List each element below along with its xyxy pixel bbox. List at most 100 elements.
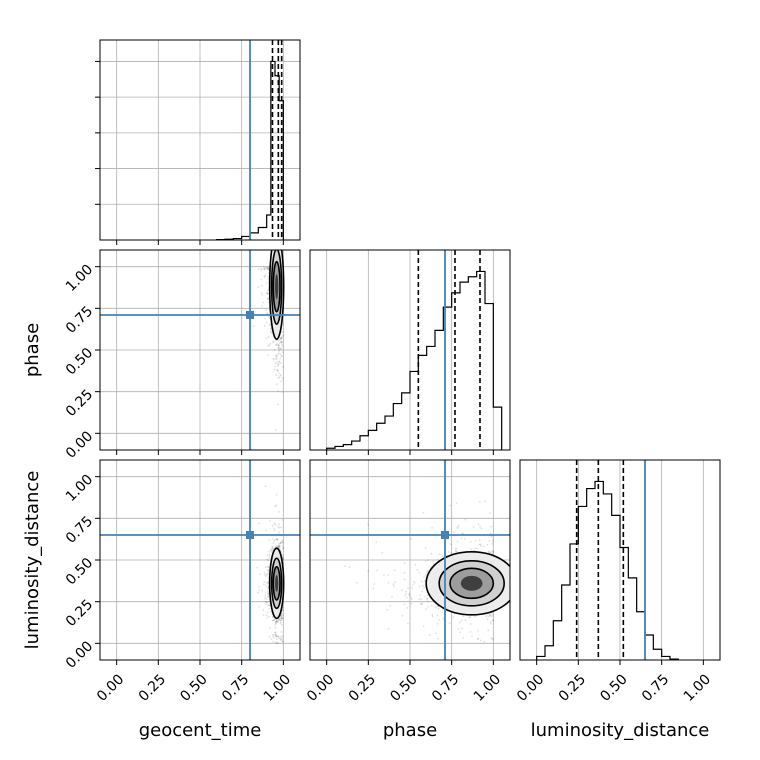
sample-point <box>278 523 280 526</box>
sample-point <box>421 602 424 605</box>
x-tick-label: 0.00 <box>514 671 547 704</box>
sample-point <box>263 583 265 586</box>
sample-point <box>275 545 278 548</box>
sample-point <box>278 372 280 375</box>
sample-point <box>268 554 271 557</box>
sample-point <box>264 601 267 603</box>
sample-point <box>448 622 451 625</box>
sample-point <box>460 619 463 622</box>
sample-point <box>269 328 272 330</box>
sample-point <box>264 596 267 598</box>
x-tick-label: 1.00 <box>261 671 294 704</box>
sample-point <box>491 613 494 616</box>
sample-point <box>281 335 284 338</box>
sample-point <box>267 570 270 573</box>
sample-point <box>280 631 283 633</box>
sample-point <box>257 589 260 591</box>
sample-point <box>422 511 425 514</box>
sample-point <box>278 361 280 364</box>
sample-point <box>282 606 285 609</box>
sample-point <box>273 618 276 621</box>
sample-point <box>277 403 279 406</box>
sample-point <box>302 587 304 589</box>
sample-point <box>279 338 282 341</box>
sample-point <box>264 575 267 578</box>
sample-point <box>265 581 268 584</box>
sample-point <box>408 593 411 595</box>
sample-point <box>403 578 406 581</box>
sample-point <box>278 376 281 379</box>
sample-point <box>267 592 270 595</box>
sample-point <box>376 569 378 572</box>
sample-point <box>262 266 265 269</box>
sample-point <box>426 559 429 561</box>
sample-point <box>489 512 491 515</box>
sample-point <box>372 587 375 590</box>
sample-point <box>265 574 268 577</box>
sample-point <box>389 604 392 607</box>
sample-point <box>279 637 282 640</box>
sample-point <box>267 277 270 280</box>
sample-point <box>271 619 274 622</box>
sample-point <box>262 609 265 612</box>
sample-point <box>491 542 493 545</box>
sample-point <box>264 274 267 276</box>
sample-point <box>421 603 423 605</box>
histogram-panel <box>536 460 679 660</box>
sample-point <box>356 581 359 584</box>
sample-point <box>487 615 490 618</box>
sample-point <box>281 544 284 547</box>
sample-point <box>403 562 406 565</box>
sample-point <box>282 557 285 560</box>
sample-point <box>422 584 424 587</box>
sample-point <box>274 633 277 636</box>
sample-point <box>266 298 269 301</box>
x-tick-label: 0.00 <box>94 671 127 704</box>
sample-point <box>275 635 278 638</box>
sample-point <box>267 344 270 347</box>
sample-point <box>277 344 280 347</box>
sample-point <box>492 539 494 541</box>
sample-point <box>282 351 285 354</box>
sample-point <box>266 312 269 315</box>
sample-point <box>476 547 478 550</box>
sample-point <box>258 605 261 608</box>
sample-point <box>383 574 385 576</box>
sample-point <box>391 595 393 598</box>
y-tick-label: 0.75 <box>63 513 96 546</box>
sample-point <box>278 348 281 350</box>
sample-point <box>267 268 270 271</box>
sample-point <box>450 552 453 554</box>
sample-point <box>267 267 270 270</box>
sample-point <box>489 614 492 616</box>
density-contour <box>460 575 483 591</box>
sample-point <box>427 605 430 608</box>
sample-point <box>408 594 411 597</box>
sample-point <box>264 603 267 606</box>
sample-point <box>478 543 481 546</box>
y-tick-label: 0.00 <box>63 428 96 461</box>
sample-point <box>275 635 278 638</box>
sample-point <box>480 544 483 547</box>
sample-point <box>487 629 490 632</box>
sample-point <box>267 268 269 270</box>
sample-point <box>271 546 274 549</box>
sample-point <box>266 292 269 295</box>
sample-point <box>267 559 270 562</box>
sample-point <box>260 268 263 271</box>
sample-point <box>387 582 390 584</box>
sample-point <box>275 355 277 358</box>
sample-point <box>282 323 284 326</box>
sample-point <box>275 493 278 496</box>
sample-point <box>273 624 276 626</box>
x-tick-label: 1.00 <box>471 671 504 704</box>
sample-point <box>282 554 285 557</box>
sample-point <box>474 539 477 542</box>
y-axis-label: luminosity_distance <box>22 471 43 650</box>
sample-point <box>477 629 480 632</box>
sample-point <box>423 586 425 589</box>
sample-point <box>267 595 269 598</box>
sample-point <box>266 554 269 557</box>
sample-point <box>278 526 281 529</box>
sample-point <box>280 621 282 624</box>
